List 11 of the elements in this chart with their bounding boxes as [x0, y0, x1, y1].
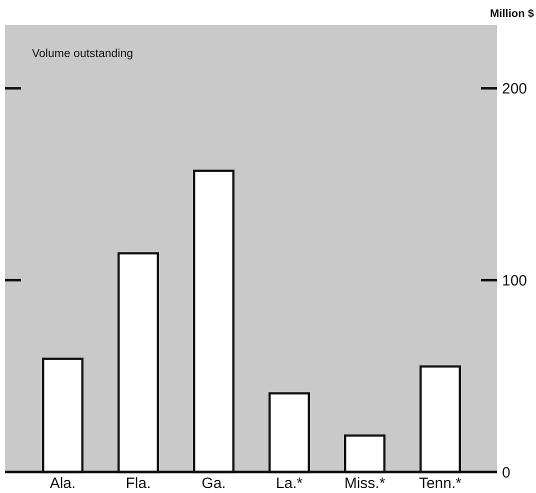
y-axis-title: Million $: [490, 8, 534, 20]
text: Volume outstanding: [32, 48, 134, 60]
x-tick-label: Tenn.*: [418, 475, 462, 492]
x-tick-label: Ala.: [50, 475, 76, 492]
y-tick-label: 0: [502, 464, 510, 482]
x-tick-label: Miss.*: [344, 475, 386, 492]
y-tick-label: 200: [502, 80, 528, 98]
y-tick-label: 100: [502, 272, 528, 290]
x-tick-label: Fla.: [126, 475, 151, 492]
x-tick-label: Ga.: [202, 475, 226, 492]
x-tick-label: La.*: [276, 475, 303, 492]
